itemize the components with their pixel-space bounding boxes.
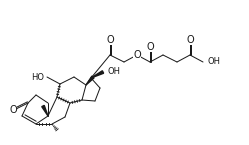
Text: O: O [133, 50, 141, 60]
Text: O: O [146, 42, 154, 52]
Text: OH: OH [108, 68, 121, 77]
Text: O: O [146, 42, 154, 52]
Text: O: O [9, 105, 17, 115]
Text: O: O [186, 35, 194, 45]
Text: HO: HO [31, 72, 44, 81]
Text: O: O [106, 35, 114, 45]
Polygon shape [42, 105, 48, 116]
Polygon shape [86, 76, 94, 85]
Polygon shape [91, 71, 104, 78]
Text: O: O [133, 50, 141, 60]
Text: O: O [9, 105, 17, 115]
Text: OH: OH [208, 58, 221, 67]
Text: O: O [186, 35, 194, 45]
Text: O: O [106, 35, 114, 45]
Text: OH: OH [208, 58, 221, 67]
Text: OH: OH [108, 68, 121, 77]
Text: HO: HO [31, 72, 44, 81]
